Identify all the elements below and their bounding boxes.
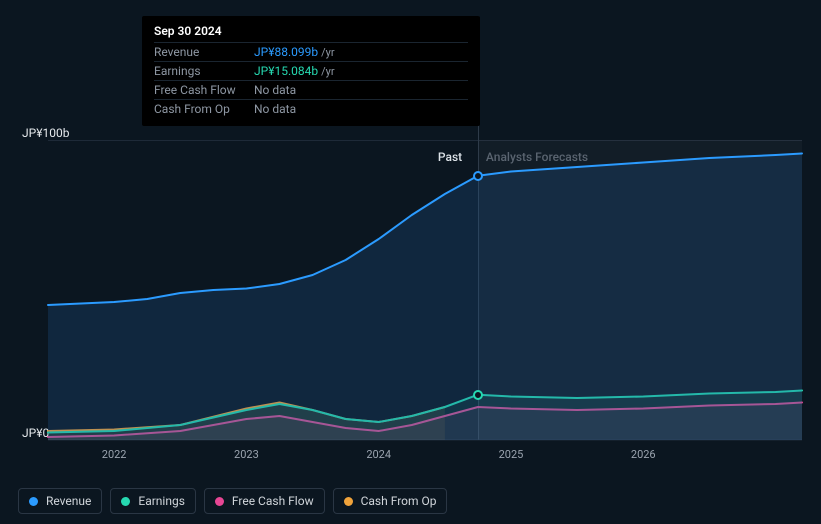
- legend-item[interactable]: Earnings: [110, 488, 196, 514]
- hover-marker: [473, 171, 483, 181]
- tooltip-row-label: Revenue: [154, 43, 244, 62]
- x-tick: 2026: [631, 448, 656, 461]
- y-axis-top-label: JP¥100b: [22, 126, 69, 140]
- tooltip-row-value: JP¥88.099b /yr: [244, 43, 468, 62]
- tooltip-row-value: No data: [244, 81, 468, 100]
- tooltip-row-label: Cash From Op: [154, 100, 244, 119]
- legend-label: Free Cash Flow: [232, 494, 314, 508]
- tooltip-row-label: Free Cash Flow: [154, 81, 244, 100]
- legend: Revenue Earnings Free Cash Flow Cash From O…: [18, 488, 447, 514]
- plot-area[interactable]: [48, 140, 802, 440]
- tooltip-date: Sep 30 2024: [154, 24, 468, 38]
- chart-container: Sep 30 2024 RevenueJP¥88.099b /yrEarning…: [0, 0, 821, 524]
- tooltip-row-label: Earnings: [154, 62, 244, 81]
- x-tick: 2025: [499, 448, 524, 461]
- x-tick: 2023: [234, 448, 259, 461]
- legend-dot-icon: [121, 497, 130, 506]
- tooltip-row: RevenueJP¥88.099b /yr: [154, 43, 468, 62]
- tooltip-table: RevenueJP¥88.099b /yrEarningsJP¥15.084b …: [154, 42, 468, 118]
- legend-dot-icon: [215, 497, 224, 506]
- y-axis-bottom-label: JP¥0: [22, 426, 49, 440]
- legend-item[interactable]: Revenue: [18, 488, 102, 514]
- tooltip-row: EarningsJP¥15.084b /yr: [154, 62, 468, 81]
- legend-item[interactable]: Free Cash Flow: [204, 488, 325, 514]
- legend-label: Cash From Op: [361, 494, 437, 508]
- legend-label: Earnings: [138, 494, 185, 508]
- hover-marker: [473, 390, 483, 400]
- legend-dot-icon: [344, 497, 353, 506]
- x-tick: 2022: [102, 448, 127, 461]
- chart-svg: [48, 140, 802, 440]
- hover-tooltip: Sep 30 2024 RevenueJP¥88.099b /yrEarning…: [142, 16, 480, 126]
- tooltip-row-value: JP¥15.084b /yr: [244, 62, 468, 81]
- tooltip-row: Free Cash FlowNo data: [154, 81, 468, 100]
- tooltip-row-value: No data: [244, 100, 468, 119]
- x-tick: 2024: [366, 448, 391, 461]
- tooltip-row: Cash From OpNo data: [154, 100, 468, 119]
- legend-label: Revenue: [46, 494, 91, 508]
- legend-item[interactable]: Cash From Op: [333, 488, 448, 514]
- legend-dot-icon: [29, 497, 38, 506]
